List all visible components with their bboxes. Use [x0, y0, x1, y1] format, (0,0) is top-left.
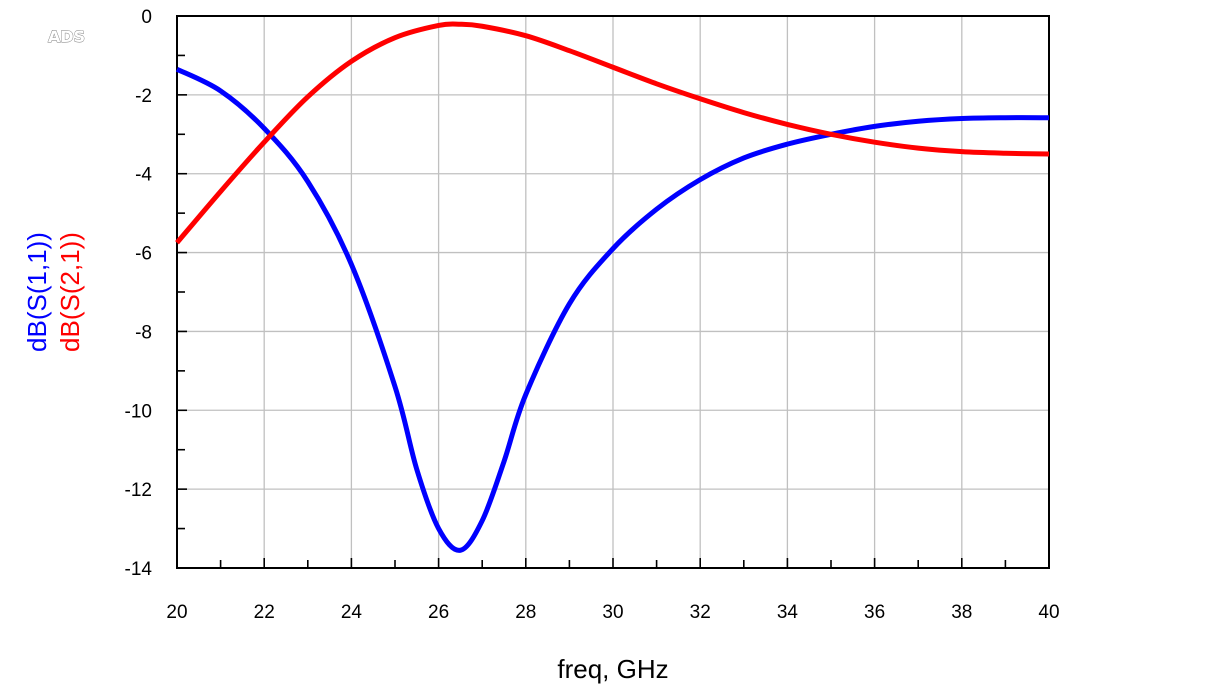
ads-logo-watermark: ADS — [48, 27, 85, 46]
x-tick-label: 38 — [951, 602, 972, 623]
y-tick-labels: 0 -2 -4 -6 -8 -10 -12 -14 — [125, 7, 153, 580]
series-layer — [175, 21, 1050, 553]
x-tick-label: 34 — [777, 602, 799, 623]
x-axis-title: freq, GHz — [557, 654, 668, 684]
y-tick-label: -10 — [125, 401, 152, 422]
y-tick-label: -12 — [125, 480, 152, 501]
x-tick-label: 40 — [1038, 602, 1059, 623]
x-tick-label: 28 — [515, 602, 536, 623]
y-axis-title-s21: dB(S(2,1)) — [55, 232, 85, 352]
s21-series-line — [175, 21, 1050, 245]
y-tick-label: -4 — [135, 165, 152, 186]
x-tick-label: 32 — [690, 602, 711, 623]
x-tick-label: 30 — [602, 602, 623, 623]
x-tick-label: 36 — [864, 602, 885, 623]
y-tick-label: -6 — [135, 244, 152, 265]
y-tick-label: -2 — [135, 86, 152, 107]
x-tick-label: 20 — [166, 602, 187, 623]
x-tick-labels: 20 22 24 26 28 30 32 34 36 38 40 — [166, 602, 1059, 623]
s11-series-line — [175, 66, 1050, 553]
y-axis-title-s11: dB(S(1,1)) — [22, 232, 52, 352]
y-tick-label: -14 — [125, 559, 153, 580]
y-tick-label: -8 — [135, 322, 152, 343]
x-tick-label: 22 — [254, 602, 275, 623]
minor-ticks — [176, 15, 1050, 569]
y-tick-label: 0 — [141, 7, 152, 28]
x-tick-label: 24 — [341, 602, 363, 623]
x-tick-label: 26 — [428, 602, 449, 623]
